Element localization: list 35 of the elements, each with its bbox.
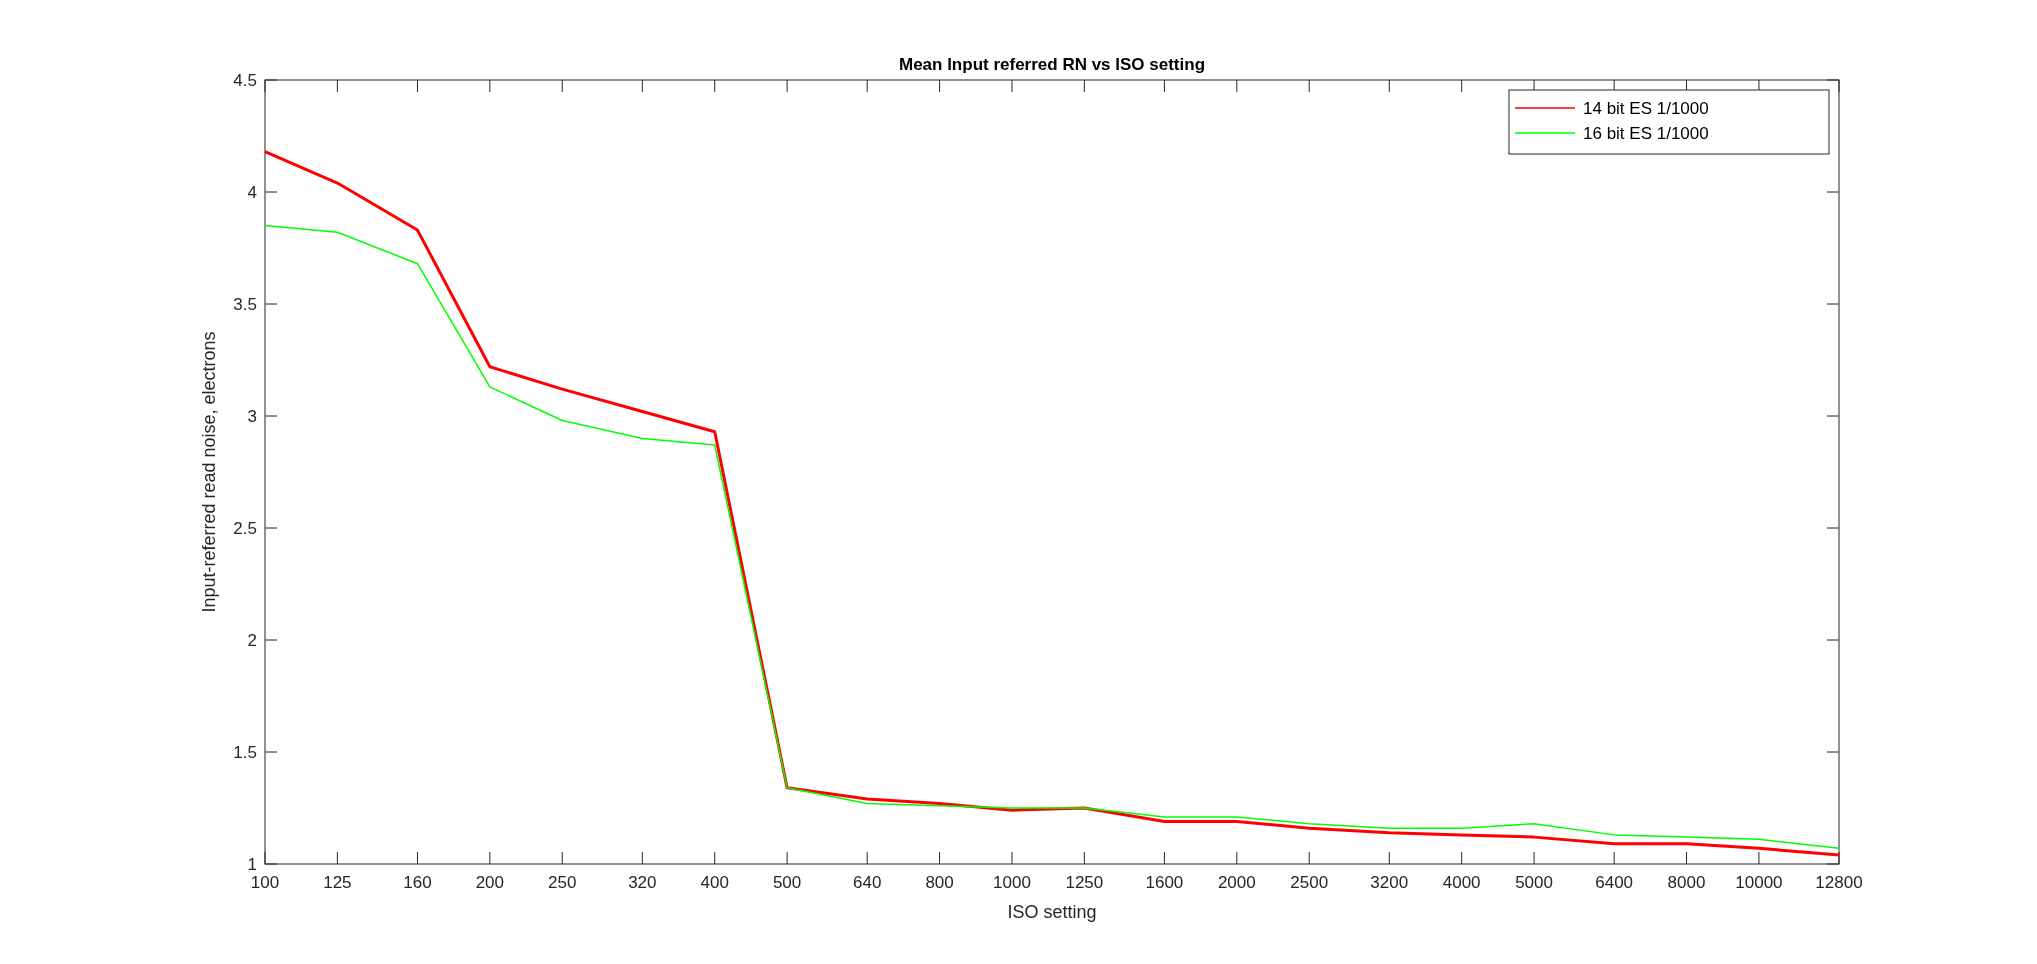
x-tick-label: 1000 bbox=[993, 873, 1031, 892]
x-tick-label: 320 bbox=[628, 873, 657, 892]
y-tick-label: 4 bbox=[247, 183, 257, 202]
legend-label: 14 bit ES 1/1000 bbox=[1583, 99, 1709, 118]
y-tick-label: 1 bbox=[247, 855, 257, 874]
legend-label: 16 bit ES 1/1000 bbox=[1583, 124, 1709, 143]
y-tick-label: 3 bbox=[247, 407, 257, 426]
y-tick-label: 4.5 bbox=[233, 71, 257, 90]
x-tick-label: 800 bbox=[925, 873, 954, 892]
x-tick-label: 2000 bbox=[1217, 873, 1256, 892]
x-tick-label: 250 bbox=[548, 873, 577, 892]
x-tick-label: 10000 bbox=[1735, 873, 1783, 892]
x-tick-label: 12800 bbox=[1815, 873, 1863, 892]
x-tick-label: 6400 bbox=[1595, 873, 1634, 892]
x-tick-label: 160 bbox=[403, 873, 432, 892]
y-tick-label: 3.5 bbox=[233, 295, 257, 314]
x-tick-label: 5000 bbox=[1515, 873, 1553, 892]
y-tick-label: 2 bbox=[247, 631, 257, 650]
x-tick-label: 2500 bbox=[1290, 873, 1329, 892]
x-tick-label: 8000 bbox=[1667, 873, 1706, 892]
x-tick-label: 4000 bbox=[1442, 873, 1481, 892]
y-tick-label: 1.5 bbox=[233, 743, 257, 762]
chart-title: Mean Input referred RN vs ISO setting bbox=[898, 55, 1206, 74]
x-tick-label: 1600 bbox=[1145, 873, 1184, 892]
x-tick-label: 400 bbox=[700, 873, 729, 892]
x-axis-title: ISO setting bbox=[1007, 902, 1097, 922]
x-tick-label: 500 bbox=[772, 873, 802, 892]
x-tick-label: 1250 bbox=[1065, 873, 1104, 892]
y-axis-title: Input-referred read noise, electrons bbox=[199, 331, 219, 613]
x-tick-label: 200 bbox=[475, 873, 505, 892]
x-tick-label: 3200 bbox=[1370, 873, 1409, 892]
x-tick-label: 125 bbox=[323, 873, 352, 892]
y-tick-label: 2.5 bbox=[233, 519, 257, 538]
x-tick-label: 640 bbox=[853, 873, 882, 892]
x-tick-label: 100 bbox=[250, 873, 280, 892]
